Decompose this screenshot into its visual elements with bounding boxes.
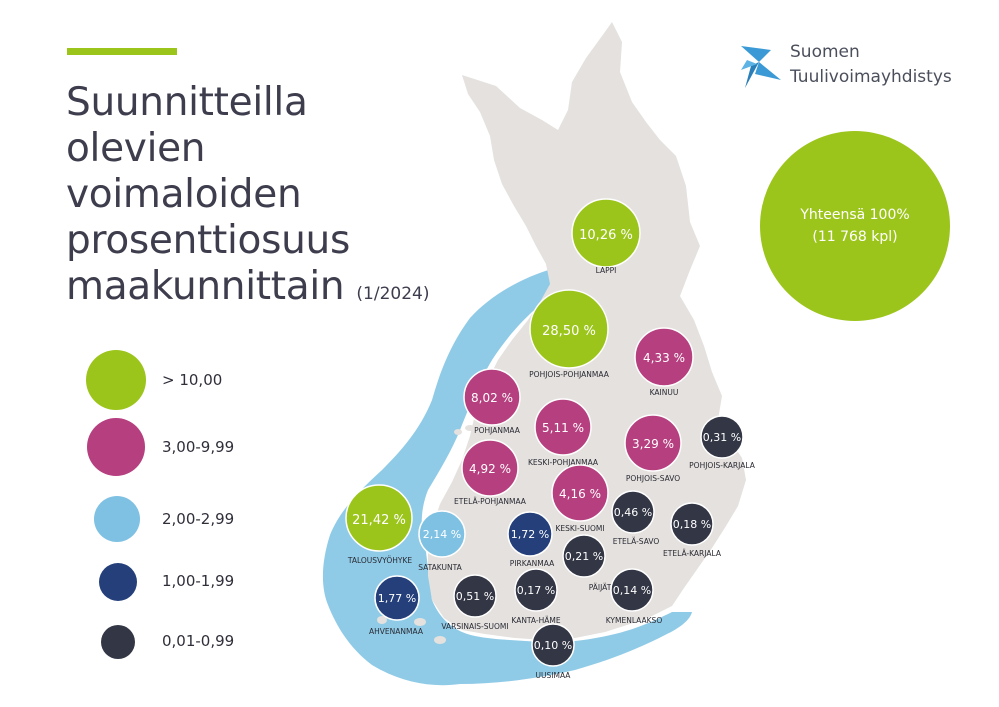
legend-label: 0,01-0,99 bbox=[162, 632, 235, 650]
region-circle-satakunta[interactable] bbox=[418, 510, 466, 558]
title-line: Suunnitteilla bbox=[66, 80, 308, 125]
legend-swatch-charcoal bbox=[101, 625, 135, 659]
region-value-satakunta: 2,14 % bbox=[423, 528, 461, 541]
region-label-ahvenanmaa: AHVENANMAA bbox=[369, 627, 424, 636]
logo-line-2: Tuulivoimayhdistys bbox=[790, 67, 952, 87]
region-circle-uusimaa[interactable] bbox=[531, 623, 575, 667]
legend-label: 1,00-1,99 bbox=[162, 572, 235, 590]
legend-item: 0,01-0,99 bbox=[96, 625, 316, 685]
total-line-1: Yhteensä 100% bbox=[800, 207, 910, 223]
region-label-lappi: LAPPI bbox=[596, 266, 617, 275]
region-circle-pohjois-pohjanmaa[interactable] bbox=[529, 289, 609, 369]
region-label-pohjanmaa: POHJANMAA bbox=[474, 426, 521, 435]
legend-label: > 10,00 bbox=[162, 371, 223, 389]
region-circle-kymenlaakso[interactable] bbox=[610, 568, 654, 612]
region-value-ahvenanmaa: 1,77 % bbox=[378, 592, 416, 605]
region-label-pirkanmaa: PIRKANMAA bbox=[510, 559, 555, 568]
region-label-talousvyohyke: TALOUSVYÖHYKE bbox=[347, 556, 413, 565]
sea-area bbox=[322, 268, 692, 686]
wind-turbine-logo-icon bbox=[741, 46, 781, 88]
legend-swatch-green bbox=[86, 350, 146, 410]
title-line: maakunnittain (1/2024) bbox=[66, 264, 430, 317]
legend-item: 3,00-9,99 bbox=[87, 418, 316, 478]
region-label-kanta-hame: KANTA-HÄME bbox=[511, 616, 560, 625]
region-value-kanta-hame: 0,17 % bbox=[517, 584, 555, 597]
region-circle-keski-suomi[interactable] bbox=[551, 464, 609, 522]
legend-swatch-darkblue bbox=[99, 563, 137, 601]
region-value-pohjois-savo: 3,29 % bbox=[632, 437, 674, 451]
region-circle-paijat-hame[interactable] bbox=[562, 534, 606, 578]
region-value-keski-pohjanmaa: 5,11 % bbox=[542, 421, 584, 435]
title-line: prosenttiosuus bbox=[66, 218, 350, 263]
legend-label: 2,00-2,99 bbox=[162, 510, 235, 528]
region-label-kymenlaakso: KYMENLAAKSO bbox=[606, 616, 663, 625]
title-line: olevien bbox=[66, 126, 206, 171]
region-circle-etela-pohjanmaa[interactable] bbox=[461, 439, 519, 497]
accent-bar bbox=[67, 48, 177, 55]
region-value-etela-pohjanmaa: 4,92 % bbox=[469, 462, 511, 476]
region-circle-lappi[interactable] bbox=[571, 198, 641, 268]
region-value-pohjois-pohjanmaa: 28,50 % bbox=[542, 324, 596, 339]
legend-item: 1,00-1,99 bbox=[96, 561, 316, 621]
region-value-etela-savo: 0,46 % bbox=[614, 506, 652, 519]
region-value-lappi: 10,26 % bbox=[579, 228, 633, 243]
region-value-pohjois-karjala: 0,31 % bbox=[703, 431, 741, 444]
region-value-kainuu: 4,33 % bbox=[643, 351, 685, 365]
region-value-uusimaa: 0,10 % bbox=[534, 639, 572, 652]
region-label-etela-savo: ETELÄ-SAVO bbox=[613, 537, 660, 546]
region-circle-pohjanmaa[interactable] bbox=[463, 368, 521, 426]
region-value-keski-suomi: 4,16 % bbox=[559, 487, 601, 501]
region-label-keski-pohjanmaa: KESKI-POHJANMAA bbox=[528, 458, 599, 467]
legend-swatch-lightblue bbox=[94, 496, 140, 542]
region-label-pohjois-savo: POHJOIS-SAVO bbox=[626, 474, 680, 483]
region-circle-pohjois-savo[interactable] bbox=[624, 414, 682, 472]
region-label-pohjois-karjala: POHJOIS-KARJALA bbox=[689, 461, 756, 470]
region-value-kymenlaakso: 0,14 % bbox=[613, 584, 651, 597]
region-value-paijat-hame: 0,21 % bbox=[565, 550, 603, 563]
region-circle-keski-pohjanmaa[interactable] bbox=[534, 398, 592, 456]
region-circle-ahvenanmaa[interactable] bbox=[374, 575, 420, 621]
region-circle-pohjois-karjala[interactable] bbox=[700, 415, 744, 459]
legend-label: 3,00-9,99 bbox=[162, 438, 235, 456]
total-circle: Yhteensä 100% (11 768 kpl) bbox=[760, 131, 950, 321]
page-title: Suunnitteilla olevien voimaloiden prosen… bbox=[66, 80, 430, 317]
region-circle-varsinais-suomi[interactable] bbox=[453, 574, 497, 618]
region-markers: 10,26 % LAPPI 28,50 % POHJOIS-POHJANMAA … bbox=[345, 198, 756, 680]
title-line-last: maakunnittain bbox=[66, 264, 345, 309]
total-line-2: (11 768 kpl) bbox=[812, 229, 898, 245]
title-line: voimaloiden bbox=[66, 172, 302, 217]
legend-item: 2,00-2,99 bbox=[94, 490, 316, 550]
logo-line-1: Suomen bbox=[790, 42, 860, 62]
region-label-pohjois-pohjanmaa: POHJOIS-POHJANMAA bbox=[529, 370, 610, 379]
region-label-varsinais-suomi: VARSINAIS-SUOMI bbox=[441, 622, 508, 631]
region-value-varsinais-suomi: 0,51 % bbox=[456, 590, 494, 603]
region-label-keski-suomi: KESKI-SUOMI bbox=[555, 524, 604, 533]
region-circle-kainuu[interactable] bbox=[634, 327, 694, 387]
region-label-etela-karjala: ETELÄ-KARJALA bbox=[663, 549, 722, 558]
region-circle-kanta-hame[interactable] bbox=[514, 568, 558, 612]
region-value-etela-karjala: 0,18 % bbox=[673, 518, 711, 531]
region-label-kainuu: KAINUU bbox=[650, 388, 679, 397]
region-value-talousvyohyke: 21,42 % bbox=[352, 513, 406, 528]
region-circle-pirkanmaa[interactable] bbox=[507, 511, 553, 557]
region-label-uusimaa: UUSIMAA bbox=[536, 671, 572, 680]
region-label-etela-pohjanmaa: ETELÄ-POHJANMAA bbox=[454, 497, 527, 506]
logo-text: Suomen Tuulivoimayhdistys bbox=[790, 40, 952, 90]
region-label-satakunta: SATAKUNTA bbox=[418, 563, 462, 572]
legend-swatch-magenta bbox=[87, 418, 145, 476]
title-date: (1/2024) bbox=[356, 284, 430, 304]
region-circle-talousvyohyke[interactable] bbox=[345, 484, 413, 552]
region-value-pirkanmaa: 1,72 % bbox=[511, 528, 549, 541]
legend-item: > 10,00 bbox=[86, 350, 316, 410]
region-value-pohjanmaa: 8,02 % bbox=[471, 391, 513, 405]
region-circle-etela-savo[interactable] bbox=[611, 490, 655, 534]
region-circle-etela-karjala[interactable] bbox=[670, 502, 714, 546]
